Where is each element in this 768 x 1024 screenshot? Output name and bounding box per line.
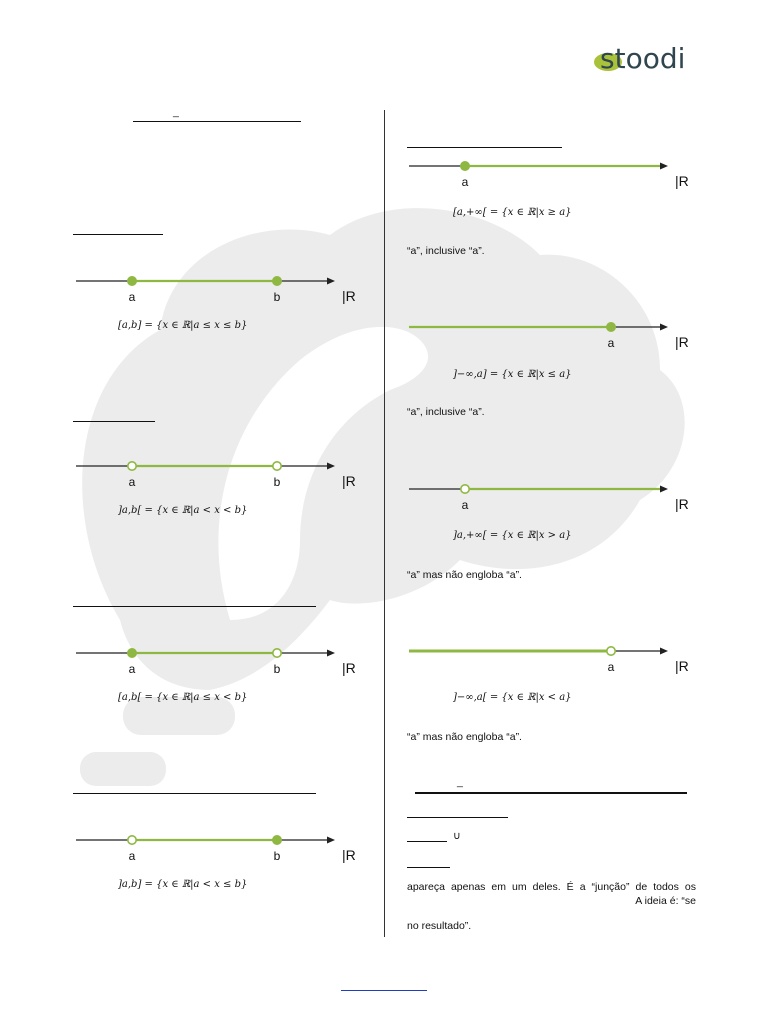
union-symbol: ∪ — [453, 830, 461, 842]
endpoint-label: b — [274, 662, 281, 676]
subheading-underline — [73, 234, 163, 235]
section-title-dash: _ — [173, 106, 179, 118]
paragraph-line: apareça apenas em um deles. É a “junção”… — [407, 881, 696, 893]
subheading-underline — [73, 421, 155, 422]
closed-endpoint — [126, 276, 137, 286]
endpoint-label: a — [608, 336, 615, 350]
section-title-underline — [133, 121, 301, 122]
open-endpoint — [126, 835, 137, 845]
endpoint-label: a — [462, 498, 469, 512]
endpoint-label: a — [129, 290, 136, 304]
endpoint-label: a — [129, 662, 136, 676]
open-endpoint — [272, 461, 283, 471]
column-divider — [384, 110, 385, 937]
number-line: a |R — [409, 484, 689, 512]
closed-endpoint — [126, 648, 137, 658]
paragraph-line: no resultado”. — [407, 920, 472, 932]
endpoint-label: b — [274, 475, 281, 489]
interval-formula: [a,b] = {x ∈ ℝ|a ≤ x ≤ b} — [118, 320, 248, 331]
interval-note: “a”, inclusive “a”. — [407, 406, 485, 418]
axis-label-reals: |R — [675, 173, 689, 189]
axis-label-reals: |R — [675, 496, 689, 512]
arrow-icon — [327, 277, 335, 285]
closed-endpoint — [272, 276, 283, 286]
arrow-icon — [660, 647, 668, 655]
section-title-underline — [415, 792, 687, 794]
endpoint-label: a — [129, 849, 136, 863]
subheading-underline — [73, 793, 316, 794]
stoodi-logo: stoodi — [588, 38, 698, 78]
axis-label-reals: |R — [675, 658, 689, 674]
closed-endpoint — [459, 161, 470, 171]
subheading-underline — [73, 606, 316, 607]
axis-label-reals: |R — [342, 473, 356, 489]
arrow-icon — [327, 649, 335, 657]
interval-formula: ]a,b] = {x ∈ ℝ|a < x ≤ b} — [118, 879, 248, 890]
axis-label-reals: |R — [342, 847, 356, 863]
interval-note: “a” mas não engloba “a”. — [407, 731, 522, 743]
footer-link[interactable] — [341, 990, 427, 991]
interval-formula: ]−∞,a[ = {x ∈ ℝ|x < a} — [453, 692, 572, 703]
endpoint-label: b — [274, 290, 281, 304]
interval-formula: [a,+∞[ = {x ∈ ℝ|x ≥ a} — [453, 207, 572, 218]
endpoint-label: b — [274, 849, 281, 863]
axis-label-reals: |R — [342, 288, 356, 304]
arrow-icon — [660, 162, 668, 170]
subheading-underline — [407, 147, 562, 148]
number-line: a |R — [409, 161, 689, 189]
arrow-icon — [327, 836, 335, 844]
number-line: a b |R — [76, 835, 356, 863]
term-underline — [407, 867, 450, 868]
open-endpoint — [459, 484, 470, 494]
interval-formula: [a,b[ = {x ∈ ℝ|a ≤ x < b} — [118, 692, 248, 703]
number-line: a |R — [409, 646, 689, 674]
svg-text:stoodi: stoodi — [600, 42, 685, 75]
open-endpoint — [272, 648, 283, 658]
endpoint-label: a — [129, 475, 136, 489]
number-line: a b |R — [76, 276, 356, 304]
interval-note: “a” mas não engloba “a”. — [407, 569, 522, 581]
subheading-underline — [407, 817, 508, 818]
number-line: a b |R — [76, 648, 356, 676]
interval-formula: ]a,+∞[ = {x ∈ ℝ|x > a} — [453, 530, 572, 541]
paragraph-line: A ideia é: “se — [635, 895, 696, 907]
endpoint-label: a — [608, 660, 615, 674]
interval-note: “a”, inclusive “a”. — [407, 245, 485, 257]
closed-endpoint — [606, 322, 617, 332]
endpoint-label: a — [462, 175, 469, 189]
arrow-icon — [660, 323, 668, 331]
arrow-icon — [660, 485, 668, 493]
arrow-icon — [327, 462, 335, 470]
open-endpoint — [126, 461, 137, 471]
number-line: a |R — [409, 322, 689, 350]
interval-formula: ]a,b[ = {x ∈ ℝ|a < x < b} — [118, 505, 248, 516]
section-title-dash: _ — [457, 776, 463, 788]
number-line: a b |R — [76, 461, 356, 489]
axis-label-reals: |R — [675, 334, 689, 350]
axis-label-reals: |R — [342, 660, 356, 676]
open-endpoint — [606, 646, 617, 656]
interval-formula: ]−∞,a] = {x ∈ ℝ|x ≤ a} — [453, 369, 572, 380]
term-underline — [407, 841, 447, 842]
closed-endpoint — [272, 835, 283, 845]
